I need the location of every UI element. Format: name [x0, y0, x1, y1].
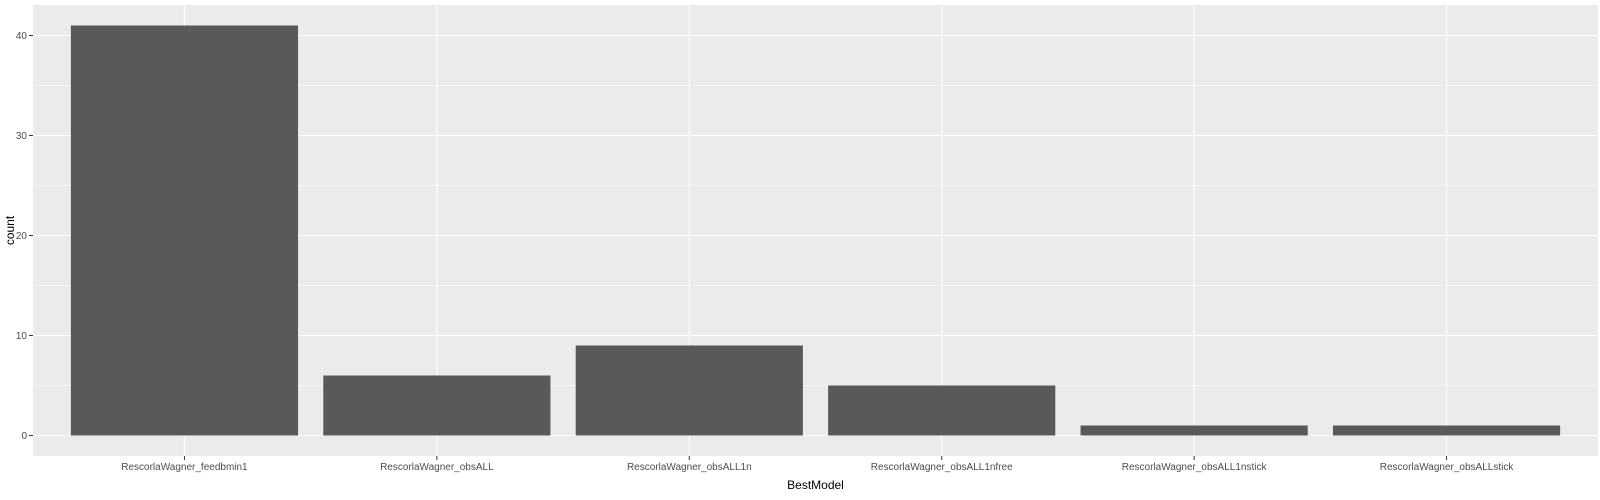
y-axis: 0 10 20 30 40: [16, 31, 33, 442]
y-tick-label: 10: [16, 331, 28, 342]
y-tick-label: 0: [21, 431, 27, 442]
bar: [70, 25, 299, 436]
y-tick-label: 40: [16, 31, 28, 42]
x-axis: RescorlaWagner_feedbmin1 RescorlaWagner_o…: [121, 456, 1514, 473]
y-axis-title: count: [3, 215, 17, 245]
x-axis-title: BestModel: [787, 478, 844, 492]
x-tick-label: RescorlaWagner_obsALL1nstick: [1122, 462, 1268, 473]
bar: [575, 345, 803, 436]
x-tick-label: RescorlaWagner_obsALL: [380, 462, 494, 473]
x-tick-label: RescorlaWagner_obsALL1n: [627, 462, 752, 473]
bar: [1332, 425, 1561, 436]
bars: [70, 25, 1561, 436]
x-tick-label: RescorlaWagner_obsALL1nfree: [871, 462, 1013, 473]
y-tick-label: 30: [16, 131, 28, 142]
bar: [1080, 425, 1308, 436]
bar: [828, 385, 1056, 436]
y-tick-label: 20: [16, 231, 28, 242]
bar: [323, 375, 551, 436]
x-tick-label: RescorlaWagner_feedbmin1: [121, 462, 248, 473]
x-tick-label: RescorlaWagner_obsALLstick: [1380, 462, 1515, 473]
